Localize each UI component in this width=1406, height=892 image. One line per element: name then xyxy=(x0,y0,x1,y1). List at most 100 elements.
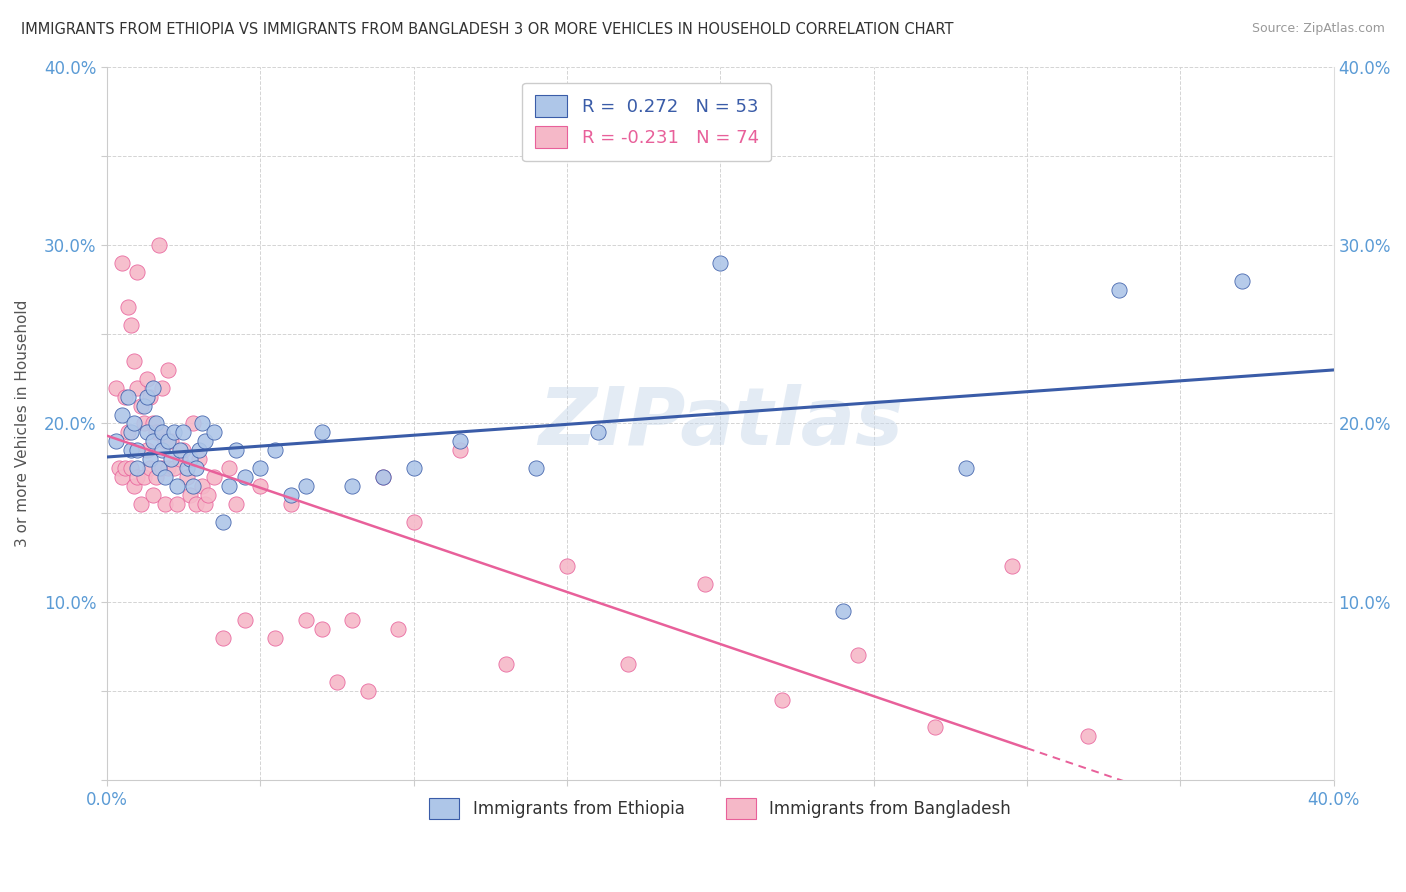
Point xyxy=(153,470,176,484)
Point xyxy=(111,256,134,270)
Point xyxy=(166,497,188,511)
Point xyxy=(145,470,167,484)
Point xyxy=(157,363,180,377)
Point xyxy=(218,461,240,475)
Point xyxy=(495,657,517,672)
Point xyxy=(120,461,142,475)
Point xyxy=(955,461,977,475)
Point xyxy=(402,515,425,529)
Point xyxy=(124,417,146,431)
Point xyxy=(117,390,139,404)
Point xyxy=(150,461,173,475)
Point xyxy=(709,256,731,270)
Point xyxy=(191,479,214,493)
Point xyxy=(111,470,134,484)
Point xyxy=(179,452,201,467)
Point xyxy=(555,559,578,574)
Point xyxy=(139,390,162,404)
Point xyxy=(693,577,716,591)
Point xyxy=(148,425,170,440)
Point xyxy=(142,434,165,449)
Point xyxy=(114,461,136,475)
Point xyxy=(181,479,204,493)
Point xyxy=(233,470,256,484)
Point xyxy=(184,461,207,475)
Point xyxy=(127,381,149,395)
Point xyxy=(449,443,471,458)
Point xyxy=(356,684,378,698)
Point xyxy=(160,434,183,449)
Point xyxy=(191,417,214,431)
Point xyxy=(127,461,149,475)
Point xyxy=(157,434,180,449)
Point xyxy=(114,390,136,404)
Point xyxy=(135,425,157,440)
Point xyxy=(145,425,167,440)
Point xyxy=(586,425,609,440)
Text: IMMIGRANTS FROM ETHIOPIA VS IMMIGRANTS FROM BANGLADESH 3 OR MORE VEHICLES IN HOU: IMMIGRANTS FROM ETHIOPIA VS IMMIGRANTS F… xyxy=(21,22,953,37)
Point xyxy=(163,425,186,440)
Y-axis label: 3 or more Vehicles in Household: 3 or more Vehicles in Household xyxy=(15,300,30,547)
Point xyxy=(225,497,247,511)
Point xyxy=(124,479,146,493)
Point xyxy=(340,613,363,627)
Point xyxy=(311,425,333,440)
Point xyxy=(139,461,162,475)
Point xyxy=(132,470,155,484)
Point xyxy=(233,613,256,627)
Point xyxy=(169,443,191,458)
Point xyxy=(160,452,183,467)
Point xyxy=(212,515,235,529)
Point xyxy=(218,479,240,493)
Point xyxy=(524,461,547,475)
Point xyxy=(197,488,219,502)
Point xyxy=(135,443,157,458)
Point xyxy=(202,470,225,484)
Point xyxy=(264,631,287,645)
Point xyxy=(148,238,170,252)
Point xyxy=(153,497,176,511)
Point xyxy=(770,693,793,707)
Point xyxy=(340,479,363,493)
Point xyxy=(139,452,162,467)
Point xyxy=(108,461,131,475)
Point xyxy=(142,417,165,431)
Point xyxy=(181,417,204,431)
Point xyxy=(1230,274,1253,288)
Point xyxy=(172,443,194,458)
Point xyxy=(145,417,167,431)
Point xyxy=(326,675,349,690)
Point xyxy=(1077,729,1099,743)
Point xyxy=(225,443,247,458)
Point xyxy=(111,408,134,422)
Point xyxy=(402,461,425,475)
Point xyxy=(150,425,173,440)
Point xyxy=(194,434,217,449)
Point xyxy=(194,497,217,511)
Point xyxy=(124,354,146,368)
Point xyxy=(832,604,855,618)
Point xyxy=(127,470,149,484)
Point xyxy=(153,434,176,449)
Point xyxy=(280,488,302,502)
Point xyxy=(924,720,946,734)
Point xyxy=(264,443,287,458)
Point xyxy=(117,425,139,440)
Point xyxy=(169,452,191,467)
Point xyxy=(295,479,318,493)
Point xyxy=(117,301,139,315)
Point xyxy=(148,461,170,475)
Point xyxy=(212,631,235,645)
Point xyxy=(387,622,409,636)
Point xyxy=(132,399,155,413)
Point xyxy=(184,497,207,511)
Point xyxy=(172,425,194,440)
Point xyxy=(132,417,155,431)
Point xyxy=(295,613,318,627)
Point xyxy=(120,443,142,458)
Point xyxy=(371,470,394,484)
Point xyxy=(129,399,152,413)
Point xyxy=(249,461,271,475)
Point xyxy=(280,497,302,511)
Point xyxy=(135,390,157,404)
